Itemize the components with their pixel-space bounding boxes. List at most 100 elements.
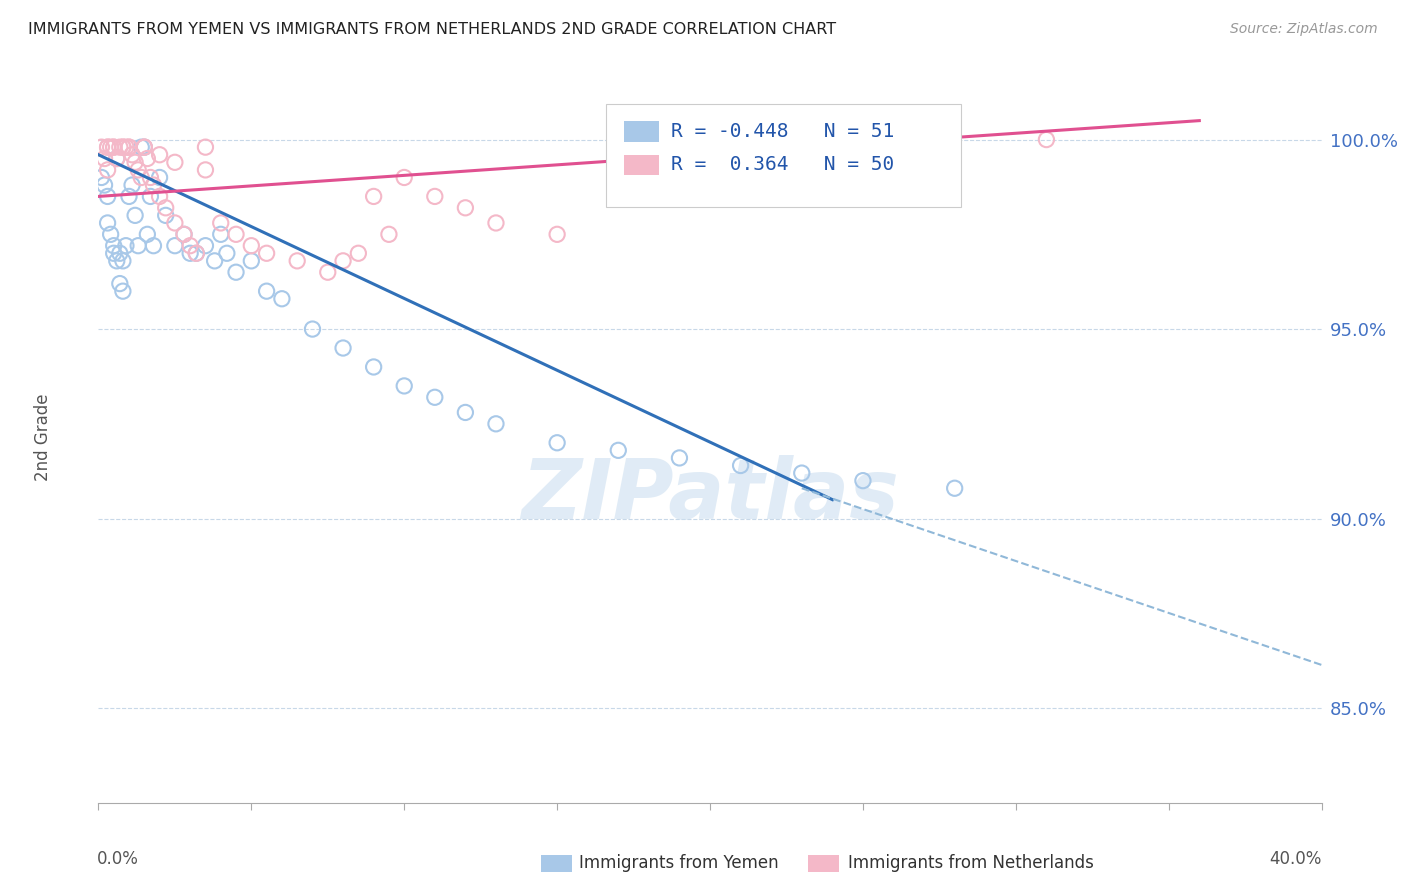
Point	[103, 246, 125, 260]
Point	[173, 227, 195, 242]
Point	[108, 140, 131, 154]
Point	[115, 238, 138, 252]
Point	[121, 178, 143, 192]
Point	[285, 253, 308, 268]
Point	[121, 147, 143, 161]
Point	[127, 238, 149, 252]
Point	[97, 140, 120, 154]
Point	[240, 253, 263, 268]
FancyBboxPatch shape	[606, 104, 960, 207]
Text: 0.0%: 0.0%	[97, 850, 139, 868]
Point	[316, 265, 339, 279]
Text: Immigrants from Yemen: Immigrants from Yemen	[579, 855, 779, 872]
Point	[186, 246, 208, 260]
Point	[118, 189, 141, 203]
Text: R = -0.448   N = 51: R = -0.448 N = 51	[671, 122, 894, 141]
Text: R =  0.364   N = 50: R = 0.364 N = 50	[671, 155, 894, 175]
Point	[225, 265, 247, 279]
Point	[546, 227, 568, 242]
Point	[194, 140, 217, 154]
Point	[790, 466, 813, 480]
Point	[270, 292, 292, 306]
Point	[97, 189, 120, 203]
Point	[163, 155, 186, 169]
Point	[118, 140, 141, 154]
Point	[423, 390, 446, 404]
Point	[209, 227, 232, 242]
Point	[118, 140, 141, 154]
Point	[204, 253, 226, 268]
Point	[136, 152, 159, 166]
Point	[392, 379, 416, 393]
Point	[852, 474, 875, 488]
Point	[136, 227, 159, 242]
Point	[485, 417, 508, 431]
Point	[363, 359, 385, 374]
Point	[105, 152, 128, 166]
Point	[392, 170, 416, 185]
Point	[108, 246, 131, 260]
Point	[103, 238, 125, 252]
Point	[668, 450, 690, 465]
Point	[163, 216, 186, 230]
Point	[139, 170, 162, 185]
Point	[93, 152, 115, 166]
Point	[332, 253, 354, 268]
Point	[134, 140, 156, 154]
Point	[134, 140, 156, 154]
Point	[108, 277, 131, 291]
Point	[607, 443, 630, 458]
Point	[139, 189, 162, 203]
Point	[209, 216, 232, 230]
Point	[215, 246, 238, 260]
Point	[103, 140, 125, 154]
Point	[97, 216, 120, 230]
Point	[100, 227, 122, 242]
Point	[129, 170, 152, 185]
Text: 40.0%: 40.0%	[1270, 850, 1322, 868]
Point	[186, 246, 208, 260]
Text: Immigrants from Netherlands: Immigrants from Netherlands	[848, 855, 1094, 872]
Text: 2nd Grade: 2nd Grade	[34, 393, 52, 481]
Point	[1035, 132, 1057, 146]
Point	[546, 435, 568, 450]
Point	[363, 189, 385, 203]
Point	[111, 140, 134, 154]
Point	[142, 178, 165, 192]
Point	[173, 227, 195, 242]
Point	[129, 140, 152, 154]
Point	[90, 170, 112, 185]
Point	[423, 189, 446, 203]
Point	[485, 216, 508, 230]
Point	[93, 178, 115, 192]
Point	[124, 208, 146, 222]
Point	[97, 162, 120, 177]
Text: ZIPatlas: ZIPatlas	[522, 455, 898, 536]
Point	[332, 341, 354, 355]
Point	[115, 140, 138, 154]
Point	[111, 284, 134, 298]
Point	[155, 208, 177, 222]
Point	[103, 140, 125, 154]
Point	[225, 227, 247, 242]
Point	[179, 238, 201, 252]
Point	[142, 238, 165, 252]
Point	[194, 238, 217, 252]
Point	[149, 189, 172, 203]
Point	[256, 284, 278, 298]
Text: Source: ZipAtlas.com: Source: ZipAtlas.com	[1230, 22, 1378, 37]
Point	[454, 405, 477, 419]
Text: IMMIGRANTS FROM YEMEN VS IMMIGRANTS FROM NETHERLANDS 2ND GRADE CORRELATION CHART: IMMIGRANTS FROM YEMEN VS IMMIGRANTS FROM…	[28, 22, 837, 37]
Point	[155, 201, 177, 215]
Point	[149, 170, 172, 185]
Point	[301, 322, 323, 336]
Bar	[624, 154, 658, 175]
Point	[240, 238, 263, 252]
Point	[149, 147, 172, 161]
Point	[124, 155, 146, 169]
Point	[730, 458, 752, 473]
Point	[100, 140, 122, 154]
Point	[378, 227, 401, 242]
Point	[194, 162, 217, 177]
Point	[111, 253, 134, 268]
